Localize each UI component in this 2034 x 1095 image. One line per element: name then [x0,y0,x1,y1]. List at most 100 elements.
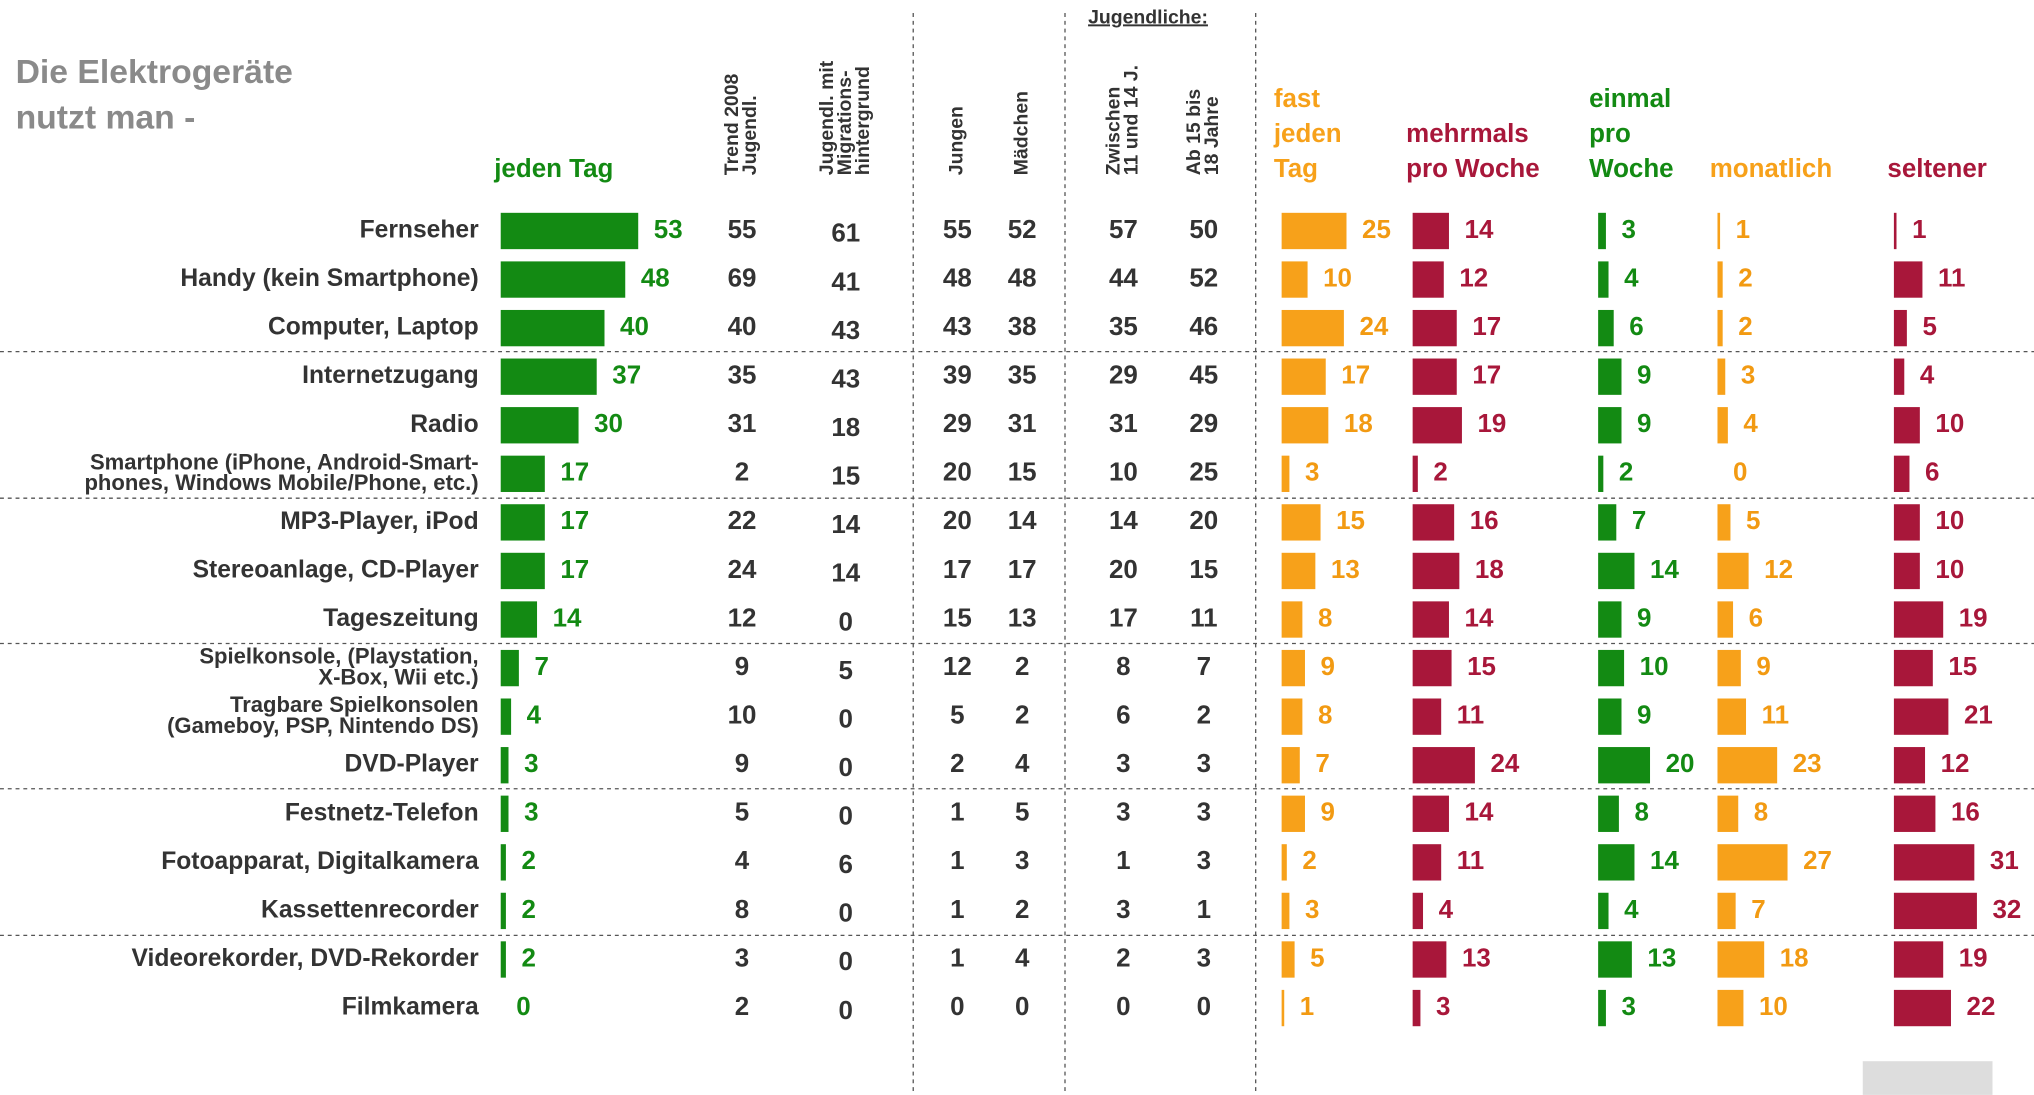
value-label: 9 [1637,604,1651,632]
bar [1598,747,1651,784]
bar [1893,358,1905,395]
value-label: 48 [1008,264,1037,292]
bar [1598,844,1635,881]
value-label: 9 [1321,799,1335,827]
category-label: Spielkonsole, (Playstation, [199,644,478,669]
value-label: 35 [728,362,757,390]
value-label: 4 [1015,750,1030,778]
category-label: Kassettenrecorder [261,896,479,923]
value-label: 3 [1116,750,1130,778]
value-label: 14 [1650,847,1679,875]
bar [1893,844,1975,881]
value-label: 17 [1008,556,1037,584]
value-label: 2 [1116,944,1130,972]
column-header: Jugendl. mit [816,60,838,175]
value-label: 11 [1762,702,1789,730]
value-label: 9 [1637,702,1651,730]
value-label: 2 [1015,653,1029,681]
value-label: 17 [1472,313,1501,341]
value-label: 15 [1948,653,1977,681]
value-label: 0 [839,948,853,976]
bar [1598,358,1622,395]
value-label: 17 [1341,362,1370,390]
value-label: 5 [1015,799,1029,827]
category-label: Tageszeitung [323,605,479,632]
value-label: 1 [1300,993,1314,1021]
value-label: 37 [612,362,641,390]
value-label: 17 [560,507,589,535]
value-label: 7 [1197,653,1211,681]
value-label: 3 [1197,799,1211,827]
value-label: 14 [1465,604,1494,632]
value-label: 0 [839,803,853,831]
bar [1717,649,1741,687]
value-label: 0 [839,608,853,636]
bar [500,552,545,590]
value-label: 14 [1109,507,1138,535]
bar [1893,504,1920,541]
value-label: 18 [1344,410,1373,438]
bar [1598,309,1614,347]
value-label: 0 [839,754,853,782]
bar [1281,747,1300,784]
value-label: 21 [1964,702,1993,730]
bar [1893,795,1936,832]
category-label: MP3-Player, iPod [280,508,478,535]
value-label: 22 [728,507,757,535]
value-label: 11 [1457,702,1484,730]
bar [1598,407,1622,444]
value-label: 52 [1189,264,1218,292]
value-label: 1 [1736,216,1750,244]
value-label: 0 [1733,459,1747,487]
value-label: 20 [943,507,972,535]
column-header: Jungen [945,106,967,175]
value-label: 2 [735,993,749,1021]
bar [1717,261,1723,298]
value-label: 22 [1967,993,1996,1021]
bar [1281,601,1303,638]
value-label: 15 [1008,459,1037,487]
value-label: 17 [943,556,972,584]
bar [1893,649,1933,687]
value-label: 12 [1764,556,1793,584]
bar [500,455,545,492]
bar [1598,989,1606,1027]
bar [1412,309,1457,347]
bar [1717,504,1731,541]
bar [1598,941,1632,978]
bar [1281,892,1290,930]
value-label: 14 [1650,556,1679,584]
category-label: Radio [410,411,478,438]
bar [1893,552,1920,590]
bar [500,747,509,784]
value-label: 3 [1621,993,1635,1021]
value-label: 2 [950,750,964,778]
value-label: 19 [1959,604,1988,632]
value-label: 17 [1109,604,1138,632]
value-label: 7 [1315,750,1329,778]
value-label: 8 [1318,604,1332,632]
bar [1412,455,1418,492]
value-label: 4 [735,847,750,875]
value-label: 25 [1362,216,1391,244]
column-header: jeden [1273,120,1342,148]
value-label: 55 [943,216,972,244]
column-header: Ab 15 bis [1183,89,1205,176]
value-label: 12 [1941,750,1970,778]
value-label: 14 [1465,216,1494,244]
value-label: 35 [1008,362,1037,390]
value-label: 31 [1990,847,2019,875]
bar [1717,795,1739,832]
value-label: 6 [1629,313,1643,341]
value-label: 4 [1624,896,1639,924]
value-label: 0 [839,900,853,928]
value-label: 2 [1302,847,1316,875]
category-label: Festnetz-Telefon [285,799,479,826]
bar [500,649,519,687]
value-label: 10 [1759,993,1788,1021]
value-label: 17 [560,556,589,584]
value-label: 10 [728,702,757,730]
value-label: 27 [1803,847,1832,875]
bar [500,261,626,298]
